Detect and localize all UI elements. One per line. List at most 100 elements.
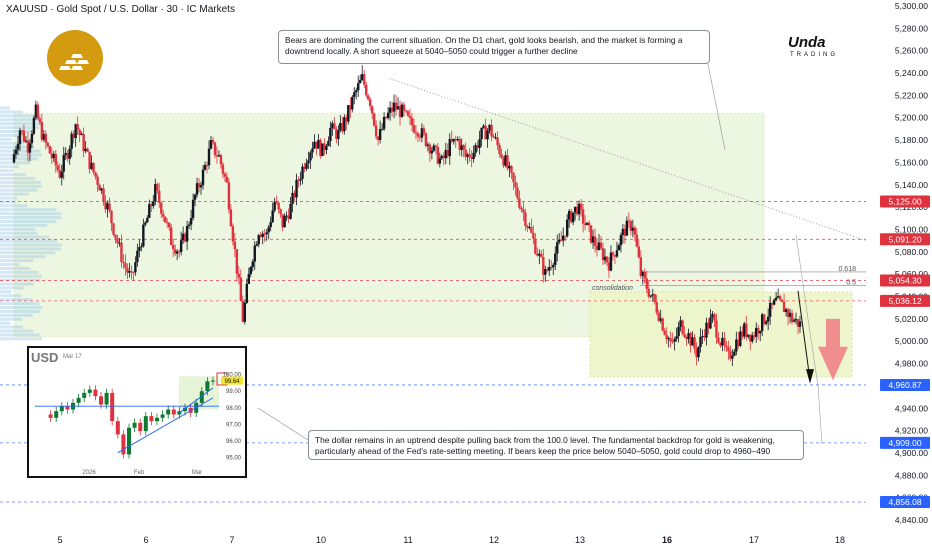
candle-body: [420, 128, 424, 138]
candle-body: [759, 330, 762, 334]
candle-body: [175, 251, 179, 254]
candle-body: [772, 299, 776, 305]
candle-body: [410, 117, 414, 126]
candle-body: [595, 245, 599, 250]
candle-body: [323, 143, 326, 150]
candle-body: [347, 105, 350, 122]
volume-profile-bar: [0, 298, 32, 302]
candle-body: [309, 152, 312, 161]
candle-body: [245, 283, 249, 303]
candle-body: [221, 164, 225, 174]
candle-body: [357, 83, 360, 91]
candle-body: [518, 198, 521, 208]
volume-profile-bar: [0, 126, 40, 130]
candle-body: [693, 337, 696, 349]
candle-body: [619, 235, 623, 246]
candle-body: [478, 139, 481, 149]
candle-body: [361, 74, 364, 80]
candle-body: [98, 184, 101, 191]
candle-body: [691, 337, 694, 346]
candle-body: [442, 155, 446, 159]
candle-body: [148, 204, 151, 218]
candle-body: [432, 145, 436, 151]
candle-body: [343, 117, 346, 132]
candle-body: [291, 192, 294, 204]
y-tick-label: 4,980.00: [895, 359, 928, 369]
volume-profile-bar: [0, 274, 42, 278]
inset-last-tag: [221, 376, 243, 385]
candle-body: [782, 301, 786, 313]
candle-body: [663, 330, 666, 335]
candle-body: [187, 224, 191, 226]
candle-body: [235, 249, 239, 274]
candle-body: [560, 240, 563, 242]
candle-body: [396, 106, 400, 110]
candle-body: [482, 125, 485, 128]
candle-body: [486, 130, 489, 140]
candle-body: [591, 236, 595, 243]
volume-profile-bar: [0, 290, 12, 294]
volume-profile-bar: [0, 251, 56, 255]
candle-body: [496, 137, 499, 145]
candle-body: [609, 252, 613, 271]
candle-body: [567, 211, 571, 220]
candle-body: [784, 309, 788, 313]
candle-body: [617, 245, 621, 251]
candle-body: [709, 317, 712, 329]
candle-body: [510, 165, 513, 173]
price-tag-label: 5,125.00: [888, 197, 921, 207]
candle-body: [138, 247, 141, 251]
candle-body: [66, 152, 69, 159]
candle-body: [490, 124, 493, 137]
candle-body: [363, 74, 366, 85]
volume-profile-bar: [0, 118, 40, 122]
candle-body: [645, 278, 648, 289]
candle-body: [267, 227, 270, 233]
candle-body: [729, 351, 732, 359]
inset-title: USD: [31, 350, 58, 365]
inset-zone: [179, 376, 219, 410]
candle-body: [468, 154, 471, 158]
candle-body: [325, 146, 328, 150]
y-tick-label: 4,900.00: [895, 448, 928, 458]
candle-body: [114, 234, 117, 239]
candle-body: [12, 154, 16, 163]
candle-body: [50, 153, 53, 159]
candle-body: [593, 236, 597, 246]
candle-body: [639, 257, 643, 276]
candle-body: [82, 133, 85, 152]
candle-body: [124, 263, 127, 268]
candle-body: [623, 228, 627, 236]
volume-profile-bar: [0, 208, 57, 212]
candle-body: [275, 201, 278, 203]
candle-body: [329, 127, 332, 141]
candle-body: [774, 297, 778, 300]
brand-logo: Unda: [788, 34, 826, 51]
candle-body: [388, 107, 392, 113]
candle-body: [271, 210, 274, 223]
candle-body: [237, 273, 241, 278]
inset-candle-body: [166, 409, 171, 415]
candle-body: [436, 146, 440, 164]
candle-body: [661, 318, 664, 331]
candle-body: [448, 138, 451, 157]
candle-body: [762, 314, 766, 324]
candle-body: [390, 107, 394, 112]
candle-body: [179, 240, 183, 252]
x-tick-label: 13: [575, 535, 585, 545]
candle-body: [631, 227, 635, 231]
volume-profile-bar: [0, 110, 23, 114]
candle-body: [48, 146, 52, 154]
candle-body: [605, 256, 609, 263]
candle-body: [154, 183, 157, 202]
x-tick-label: 5: [57, 535, 62, 545]
candle-body: [565, 219, 569, 237]
candle-body: [386, 112, 390, 119]
candle-body: [757, 327, 760, 334]
inset-last-value: 99.64: [224, 379, 240, 385]
x-tick-label: 11: [403, 535, 412, 545]
volume-profile-bar: [0, 133, 21, 137]
candle-body: [788, 312, 792, 317]
